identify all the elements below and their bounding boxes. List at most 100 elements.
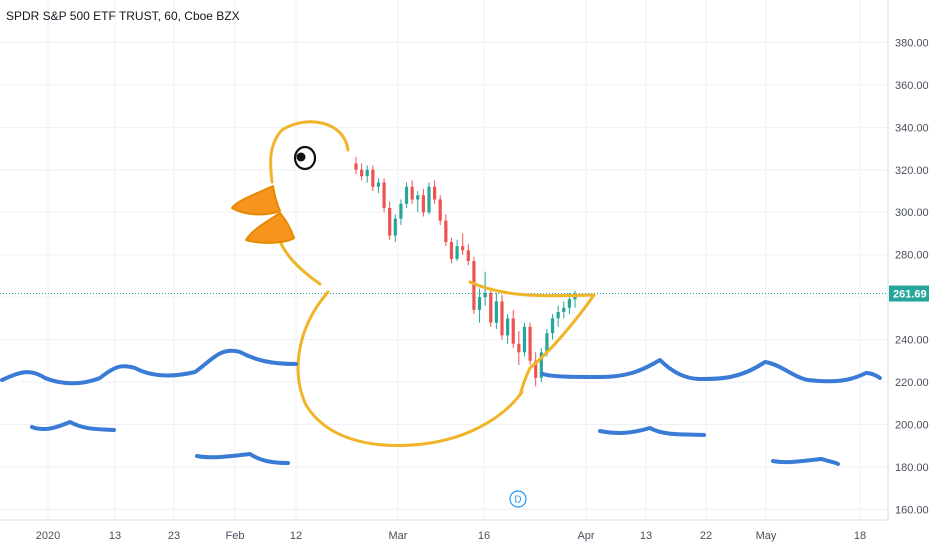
candle-body (483, 292, 487, 298)
candle-body (556, 312, 560, 319)
duck-upper-beak (231, 185, 281, 216)
candle (528, 322, 532, 366)
candle-body (427, 186, 431, 213)
candle-body (472, 261, 476, 310)
price-tick-label: 380.00 (895, 37, 929, 49)
candle (382, 178, 386, 213)
candle (354, 157, 358, 175)
candle-body (449, 241, 454, 259)
candle (410, 180, 414, 204)
candle (376, 178, 381, 194)
price-tick-label: 320.00 (895, 165, 929, 177)
candle-body (511, 318, 515, 344)
candle-body (365, 169, 369, 177)
candle-body (477, 297, 482, 310)
time-tick-label: Feb (226, 530, 245, 542)
time-tick-label: Mar (389, 530, 408, 542)
candle (393, 214, 397, 242)
candle-body (494, 301, 498, 323)
candle-body (382, 182, 386, 208)
candle-body (517, 343, 521, 353)
candle-body (534, 360, 538, 378)
price-tick-label: 180.00 (895, 462, 929, 474)
candle (522, 322, 527, 357)
time-tick-label: 16 (478, 530, 490, 542)
price-tick-label: 160.00 (895, 504, 929, 516)
price-tick-label: 360.00 (895, 80, 929, 92)
candle (511, 309, 515, 349)
candle (404, 182, 409, 208)
candle-body (444, 220, 448, 242)
candle-body (545, 333, 549, 353)
candle (500, 295, 504, 340)
candle (388, 201, 392, 240)
duck-beak-drawing (231, 185, 295, 244)
wave-line-4 (195, 452, 290, 465)
price-tick-label: 240.00 (895, 335, 929, 347)
time-tick-label: 13 (109, 530, 121, 542)
candle (421, 188, 425, 217)
grid (0, 0, 888, 520)
candle-body (404, 186, 409, 204)
candle-body (371, 169, 375, 187)
duck-head-outline (269, 120, 350, 184)
candle-body (528, 326, 532, 361)
svg-text:D: D (514, 495, 521, 506)
candle (472, 256, 476, 315)
candle (539, 348, 543, 383)
candle-body (416, 195, 420, 200)
candle (494, 292, 498, 329)
candle (438, 195, 442, 225)
time-axis[interactable]: 2020 13 23 Feb 12 Mar 16 Apr 13 22 May 18 (36, 530, 866, 542)
chart-title: SPDR S&P 500 ETF TRUST, 60, Cboe BZX (6, 9, 240, 23)
candle-body (360, 169, 364, 177)
candle-body (354, 163, 358, 170)
wave-line-1 (0, 348, 298, 386)
candle-body (567, 299, 571, 308)
candle-body (421, 195, 425, 213)
duck-drawing (269, 120, 596, 447)
candle (506, 314, 510, 344)
event-marker[interactable]: D (509, 490, 527, 508)
candle (489, 288, 493, 327)
candle-body (489, 292, 493, 323)
candle (461, 233, 465, 255)
candle-body (388, 208, 392, 236)
price-tick-label: 200.00 (895, 419, 929, 431)
candle (433, 180, 437, 204)
duck-eye (293, 145, 317, 171)
price-tick-label: 280.00 (895, 250, 929, 262)
candle (365, 165, 369, 183)
duck-body-outline (296, 290, 524, 447)
candle (466, 244, 470, 266)
candle-body (410, 186, 414, 200)
candlestick-series (354, 157, 577, 387)
wave-line-3 (30, 420, 116, 432)
time-tick-label: 23 (168, 530, 180, 542)
candle (455, 239, 459, 262)
candle-body (522, 326, 527, 353)
candle (427, 182, 431, 215)
svg-text:261.69: 261.69 (893, 289, 927, 301)
candle-body (550, 318, 555, 334)
time-tick-label: 22 (700, 530, 712, 542)
time-tick-label: 13 (640, 530, 652, 542)
time-tick-label: May (756, 530, 777, 542)
candle-body (438, 199, 442, 221)
time-tick-label: 2020 (36, 530, 60, 542)
candle (360, 163, 364, 181)
candle (534, 352, 538, 387)
candle-body (455, 246, 459, 259)
time-tick-label: Apr (577, 530, 594, 542)
wave-line-2 (541, 358, 882, 384)
candle (562, 301, 566, 319)
price-tick-label: 340.00 (895, 122, 929, 134)
last-price-tag: 261.69 (889, 285, 929, 302)
time-tick-label: 12 (290, 530, 302, 542)
price-tick-label: 220.00 (895, 377, 929, 389)
candle-body (399, 203, 403, 219)
price-axis[interactable]: 380.00360.00340.00320.00300.00280.00260.… (895, 37, 929, 516)
candle (556, 305, 560, 327)
wave-line-5 (598, 426, 706, 437)
